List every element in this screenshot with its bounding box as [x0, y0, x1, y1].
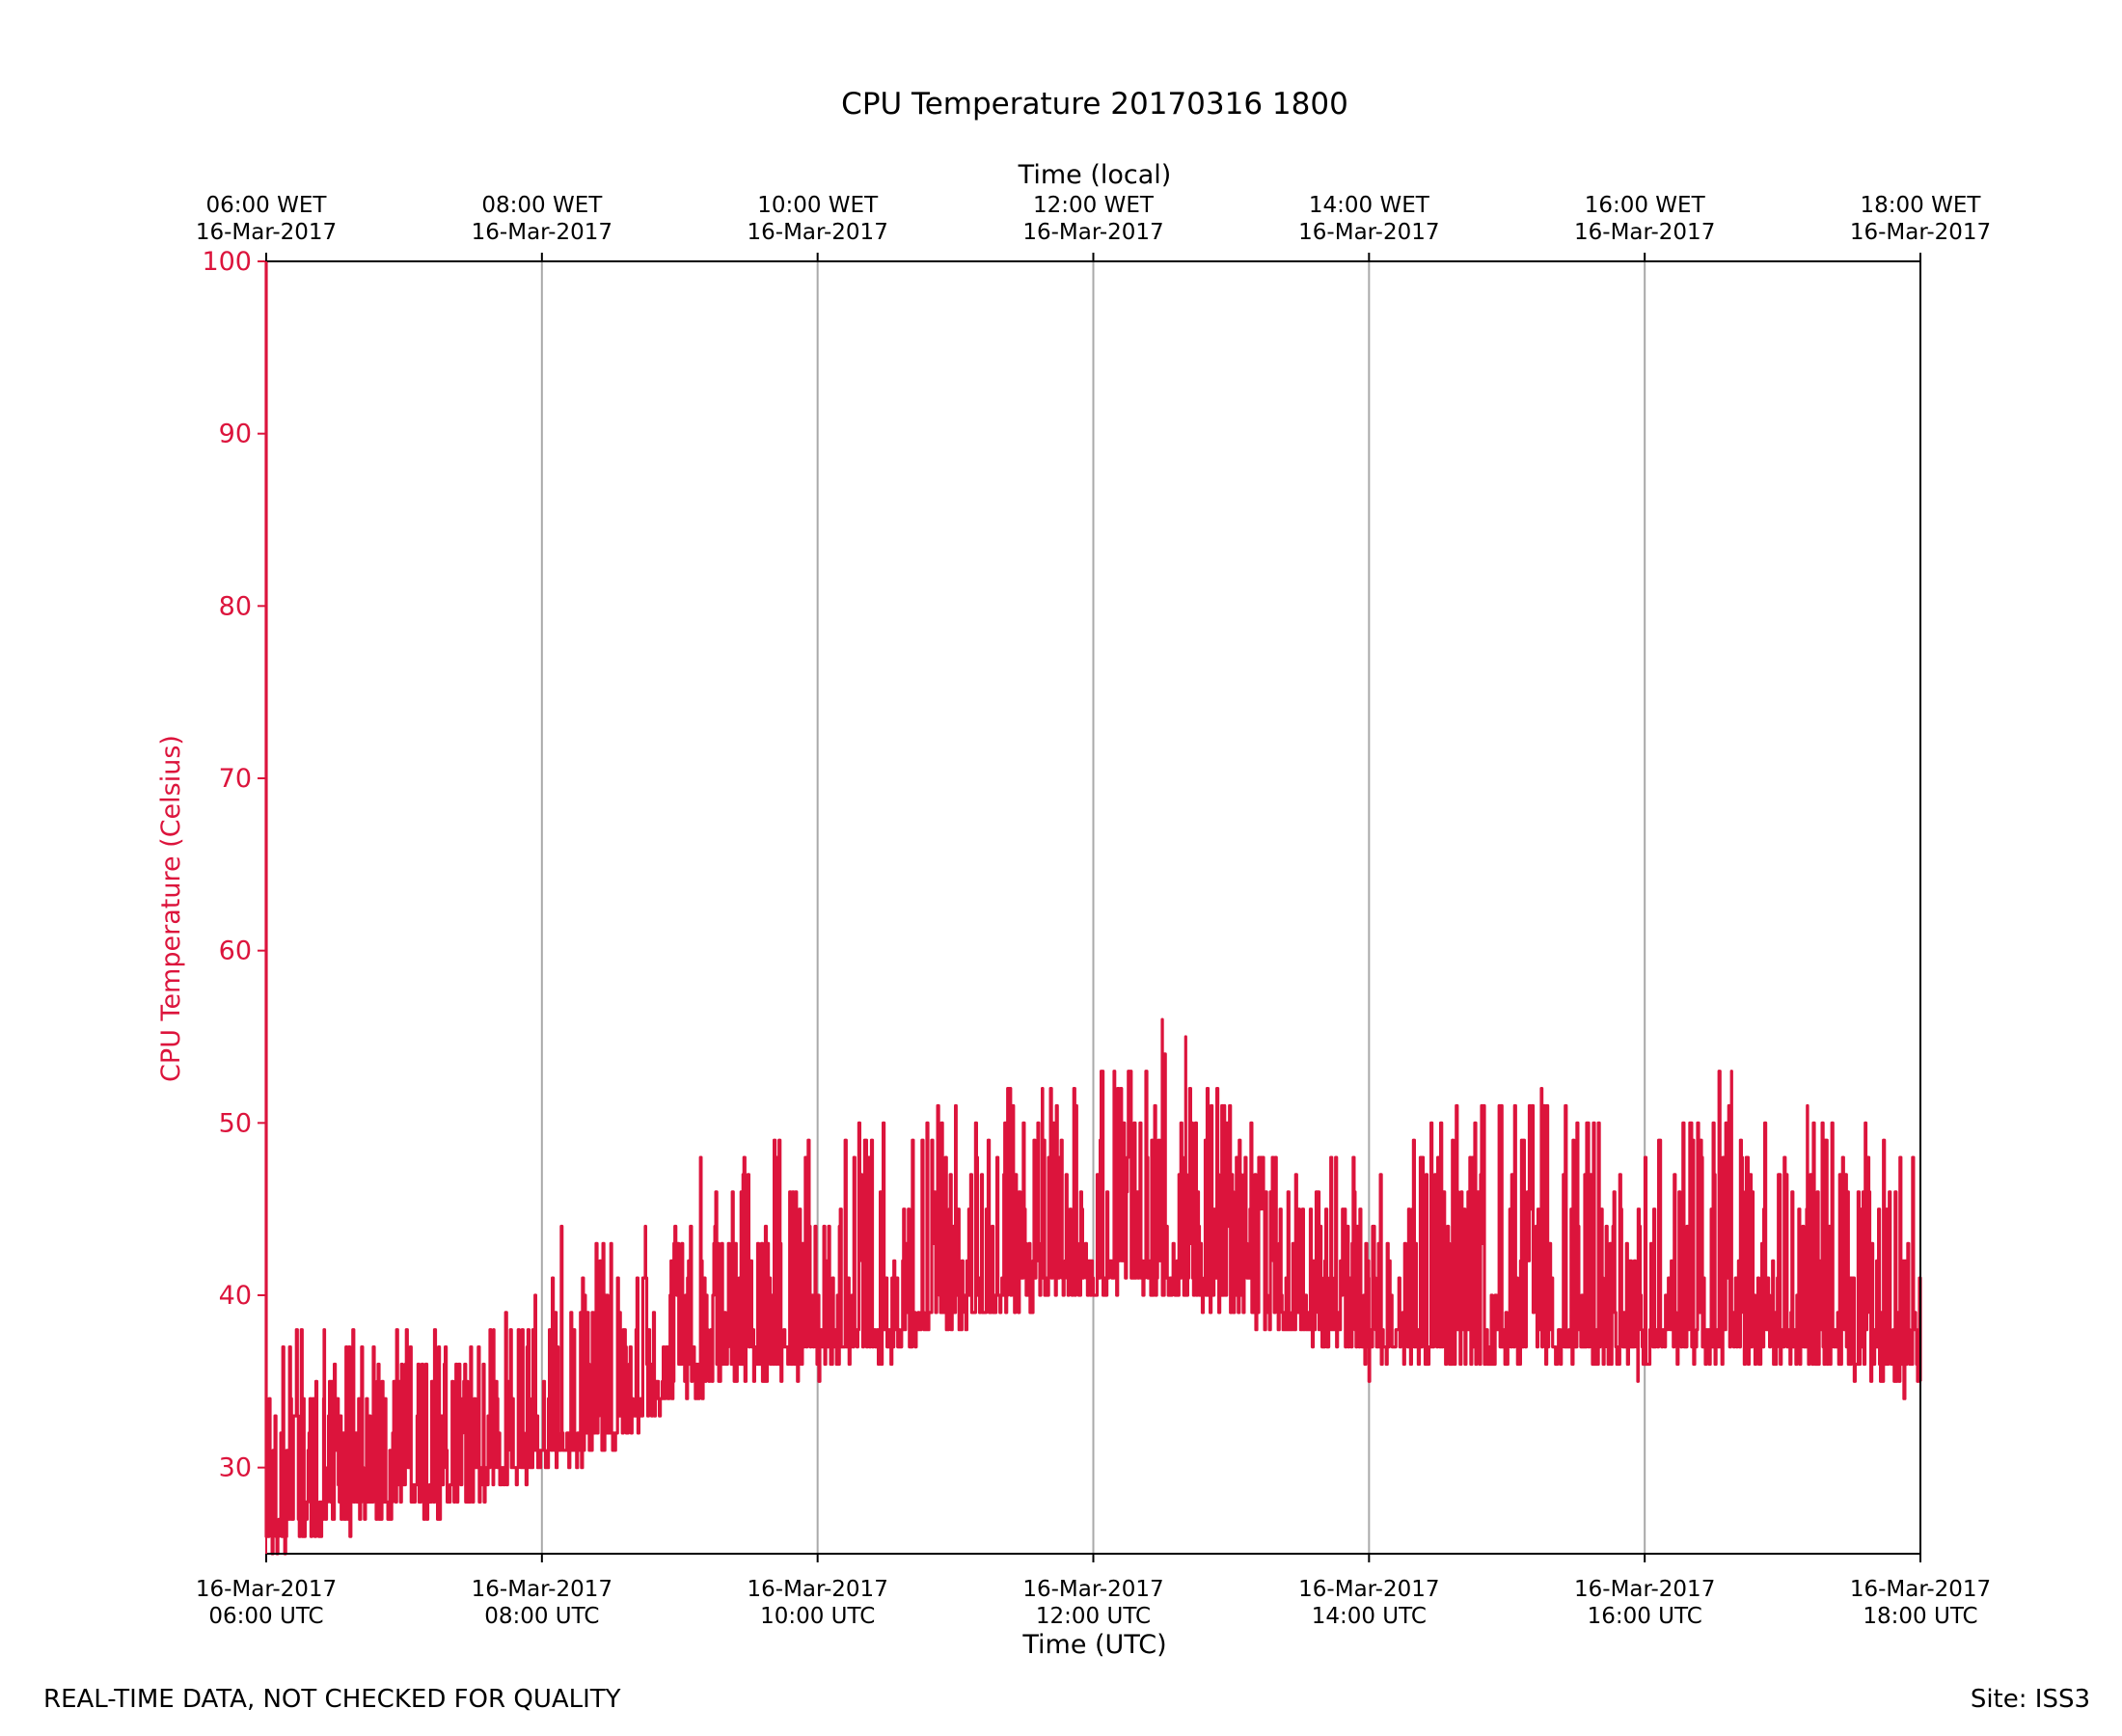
- cpu-temperature-line: [264, 261, 1922, 1556]
- top-tick-label: 14:00 WET: [1309, 193, 1430, 218]
- x-tick-label: 06:00 UTC: [208, 1604, 323, 1629]
- x-tick-label: 16-Mar-2017: [1022, 1577, 1163, 1602]
- top-tick-label: 12:00 WET: [1033, 193, 1155, 218]
- x-tick-label: 16-Mar-2017: [748, 1577, 888, 1602]
- x-tick-label: 16:00 UTC: [1588, 1604, 1702, 1629]
- y-tick-label: 50: [219, 1108, 252, 1138]
- series-layer: [264, 260, 1922, 1556]
- x-tick-label: 16-Mar-2017: [196, 1577, 337, 1602]
- y-tick-label: 90: [219, 420, 252, 449]
- y-tick-label: 70: [219, 764, 252, 794]
- x-tick-label: 16-Mar-2017: [472, 1577, 612, 1602]
- top-tick-label: 16-Mar-2017: [748, 220, 888, 245]
- x-tick-label: 18:00 UTC: [1863, 1604, 1977, 1629]
- top-tick-label: 18:00 WET: [1861, 193, 1982, 218]
- top-tick-label: 10:00 WET: [757, 193, 879, 218]
- top-tick-label: 16:00 WET: [1585, 193, 1706, 218]
- y-tick-label: 30: [219, 1453, 252, 1483]
- y-tick-label: 100: [202, 247, 252, 277]
- x-tick-label: 16-Mar-2017: [1298, 1577, 1439, 1602]
- site-label: Site: ISS3: [1970, 1685, 2090, 1714]
- top-tick-label: 16-Mar-2017: [1574, 220, 1715, 245]
- top-tick-label: 16-Mar-2017: [1850, 220, 1991, 245]
- x-tick-label: 08:00 UTC: [484, 1604, 599, 1629]
- top-tick-label: 08:00 WET: [481, 193, 603, 218]
- x-axis-label: Time (UTC): [1021, 1630, 1166, 1660]
- x-tick-label: 16-Mar-2017: [1574, 1577, 1715, 1602]
- y-tick-label: 80: [219, 591, 252, 621]
- x-tick-label: 16-Mar-2017: [1850, 1577, 1991, 1602]
- y-tick-label: 40: [219, 1281, 252, 1311]
- y-tick-label: 60: [219, 936, 252, 966]
- top-tick-label: 16-Mar-2017: [472, 220, 612, 245]
- x-tick-label: 12:00 UTC: [1036, 1604, 1151, 1629]
- x-tick-label: 10:00 UTC: [760, 1604, 875, 1629]
- top-axis-label: Time (local): [1018, 160, 1172, 190]
- quality-note: REAL-TIME DATA, NOT CHECKED FOR QUALITY: [43, 1685, 621, 1714]
- labels: CPU Temperature 20170316 1800 Time (loca…: [156, 87, 1348, 1660]
- top-tick-label: 16-Mar-2017: [1298, 220, 1439, 245]
- chart-title: CPU Temperature 20170316 1800: [841, 87, 1348, 122]
- y-axis-label: CPU Temperature (Celsius): [156, 735, 186, 1082]
- top-tick-label: 06:00 WET: [206, 193, 328, 218]
- top-tick-label: 16-Mar-2017: [196, 220, 337, 245]
- x-tick-label: 14:00 UTC: [1312, 1604, 1427, 1629]
- top-tick-label: 16-Mar-2017: [1022, 220, 1163, 245]
